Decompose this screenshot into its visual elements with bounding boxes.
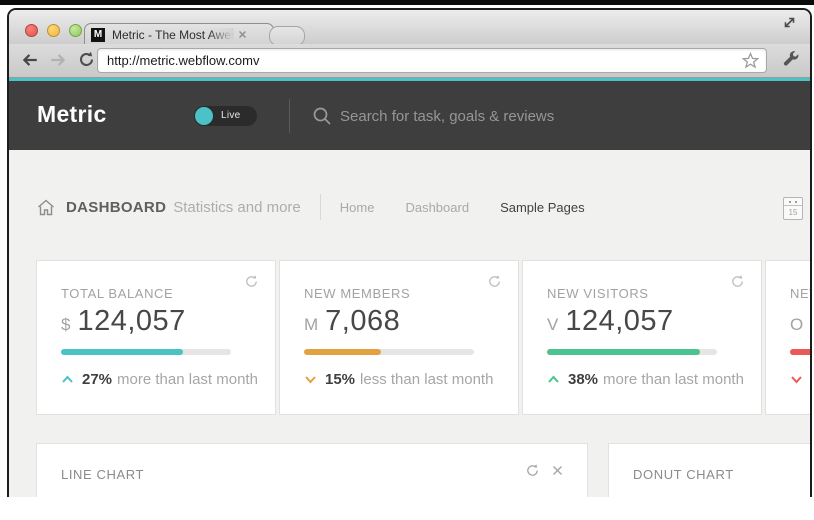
live-toggle-label: Live bbox=[221, 110, 241, 121]
calendar-icon-dots bbox=[784, 198, 802, 206]
address-bar[interactable] bbox=[97, 48, 767, 73]
stat-note: more than last month bbox=[603, 371, 744, 388]
stat-percent: 2 bbox=[811, 371, 812, 388]
stat-note: less than last month bbox=[360, 371, 494, 388]
site-header: Metric Live bbox=[9, 81, 810, 150]
refresh-icon[interactable] bbox=[730, 274, 745, 289]
tab-title: Metric - The Most Awes bbox=[112, 27, 234, 42]
close-window-button[interactable] bbox=[25, 24, 38, 37]
browser-tab[interactable]: M Metric - The Most Awes bbox=[84, 23, 274, 45]
fullscreen-resize-icon[interactable] bbox=[781, 14, 798, 31]
search-input[interactable] bbox=[340, 103, 770, 129]
progress-track bbox=[61, 349, 231, 355]
stat-card-total-balance: TOTAL BALANCE $ 124,057 bbox=[36, 260, 276, 415]
site-logo[interactable]: Metric bbox=[37, 101, 107, 127]
browser-window: M Metric - The Most Awes bbox=[7, 8, 812, 497]
refresh-icon[interactable] bbox=[525, 463, 540, 478]
chevron-down-icon bbox=[304, 375, 317, 384]
stat-prefix: M bbox=[304, 315, 319, 334]
stat-prefix: $ bbox=[61, 315, 71, 334]
stat-value: 124,057 bbox=[565, 305, 674, 337]
stat-percent: 27% bbox=[82, 371, 113, 388]
panel-actions bbox=[525, 463, 563, 478]
stat-prefix: O bbox=[790, 315, 804, 334]
live-toggle[interactable]: Live bbox=[194, 106, 257, 126]
stat-value-row: M 7,068 bbox=[304, 305, 400, 338]
page-subtitle: Statistics and more bbox=[173, 198, 301, 216]
stat-card-new-members: NEW MEMBERS M 7,068 bbox=[279, 260, 519, 415]
new-tab-button[interactable] bbox=[269, 26, 305, 46]
stat-title: TOTAL BALANCE bbox=[61, 286, 174, 301]
reload-button[interactable] bbox=[77, 50, 96, 69]
page-content: DASHBOARD Statistics and more Home Dashb… bbox=[9, 150, 810, 497]
back-button[interactable] bbox=[21, 51, 39, 69]
stat-title: NEW bbox=[790, 286, 810, 301]
url-input[interactable] bbox=[107, 49, 717, 72]
progress-fill bbox=[547, 349, 700, 355]
stat-value-row: O 2 bbox=[790, 305, 812, 338]
progress-track bbox=[790, 349, 810, 355]
stat-prefix: V bbox=[547, 315, 559, 334]
minimize-window-button[interactable] bbox=[47, 24, 60, 37]
line-chart-panel: LINE CHART bbox=[36, 443, 588, 497]
stat-change-row: 2 bbox=[790, 371, 812, 388]
stat-value-row: V 124,057 bbox=[547, 305, 674, 338]
header-divider bbox=[289, 99, 290, 133]
stat-cards-row: TOTAL BALANCE $ 124,057 bbox=[36, 260, 812, 415]
settings-wrench-icon[interactable] bbox=[782, 50, 800, 68]
stat-percent: 15% bbox=[325, 371, 356, 388]
forward-button[interactable] bbox=[49, 51, 67, 69]
chevron-up-icon bbox=[61, 375, 74, 384]
stat-change-row: 38% more than last month bbox=[547, 371, 744, 388]
stat-value: 124,057 bbox=[77, 305, 186, 337]
stat-value-row: $ 124,057 bbox=[61, 305, 186, 338]
top-frame-edge bbox=[0, 0, 814, 5]
progress-track bbox=[304, 349, 474, 355]
tab-favicon: M bbox=[91, 27, 105, 42]
stat-card-partial: NEW O 2 2 bbox=[765, 260, 812, 415]
breadcrumb-link-sample-pages[interactable]: Sample Pages bbox=[500, 199, 585, 215]
stat-card-new-visitors: NEW VISITORS V 124,057 bbox=[522, 260, 762, 415]
bookmark-star-icon[interactable] bbox=[741, 51, 760, 69]
chart-panels-row: LINE CHART DONUT CHART bbox=[36, 443, 810, 497]
stat-title: NEW VISITORS bbox=[547, 286, 649, 301]
live-toggle-knob[interactable] bbox=[195, 107, 213, 125]
breadcrumb-link-dashboard[interactable]: Dashboard bbox=[405, 199, 470, 215]
accent-top-line bbox=[9, 78, 810, 81]
browser-toolbar bbox=[9, 44, 810, 78]
zoom-window-button[interactable] bbox=[69, 24, 82, 37]
stat-percent: 38% bbox=[568, 371, 599, 388]
home-icon[interactable] bbox=[37, 199, 55, 216]
calendar-day: 15 bbox=[788, 208, 798, 217]
window-titlebar[interactable]: M Metric - The Most Awes bbox=[9, 10, 810, 46]
page-title: DASHBOARD bbox=[66, 198, 167, 216]
progress-fill bbox=[61, 349, 184, 355]
stat-change-row: 27% more than last month bbox=[61, 371, 258, 388]
stat-change-row: 15% less than last month bbox=[304, 371, 493, 388]
progress-fill bbox=[304, 349, 381, 355]
panel-title: DONUT CHART bbox=[633, 467, 734, 482]
breadcrumb-link-home[interactable]: Home bbox=[339, 199, 375, 215]
tab-close-icon[interactable] bbox=[238, 30, 247, 39]
stat-note: more than last month bbox=[117, 371, 258, 388]
close-icon[interactable] bbox=[552, 465, 563, 476]
progress-fill bbox=[790, 349, 810, 355]
search-icon bbox=[312, 106, 332, 126]
calendar-icon[interactable]: 15 bbox=[783, 197, 803, 220]
panel-title: LINE CHART bbox=[61, 467, 145, 482]
refresh-icon[interactable] bbox=[244, 274, 259, 289]
breadcrumb: DASHBOARD Statistics and more Home Dashb… bbox=[37, 194, 616, 220]
stat-title: NEW MEMBERS bbox=[304, 286, 411, 301]
refresh-icon[interactable] bbox=[487, 274, 502, 289]
chevron-down-icon bbox=[790, 375, 803, 384]
chevron-up-icon bbox=[547, 375, 560, 384]
progress-track bbox=[547, 349, 717, 355]
stat-value: 7,068 bbox=[325, 305, 401, 337]
stat-value: 2 bbox=[810, 305, 812, 338]
breadcrumb-divider bbox=[319, 194, 321, 220]
donut-chart-panel: DONUT CHART bbox=[608, 443, 810, 497]
